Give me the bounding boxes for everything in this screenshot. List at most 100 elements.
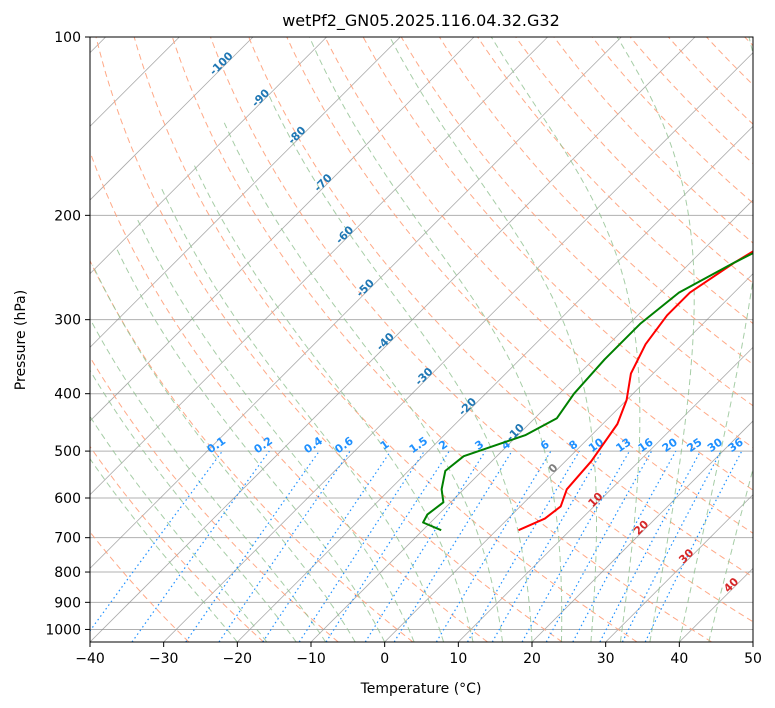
isotherm-line [679,567,753,642]
moist-adiabat-line [115,247,386,642]
mixing-ratio-label: 6 [538,438,552,453]
dry-adiabat-line [515,37,753,284]
x-tick-label: −20 [223,651,253,667]
mixing-ratio-label: 0.4 [302,434,326,456]
y-tick-label: 800 [54,565,81,581]
x-tick-label: −30 [149,651,179,667]
x-tick-label: 0 [380,651,389,667]
dry-adiabat-line [133,37,638,642]
isotherm-line [90,37,548,496]
mixing-ratio-label: 1 [378,438,392,453]
isotherm-line [384,273,753,642]
dry-adiabat-label: -40 [374,330,397,353]
dry-adiabat-line [324,37,753,491]
dry-adiabat-line [95,37,563,642]
dry-adiabat-line [90,259,414,642]
isotherm-line [90,37,254,201]
y-tick-label: 400 [54,387,81,403]
mixing-ratio-line [435,450,552,642]
mixing-ratio-label: 36 [726,435,746,455]
mixing-ratio-line [521,450,631,642]
isotherm-line [90,37,475,422]
isotherm-line [531,420,753,642]
dry-adiabat-line [591,37,753,204]
y-tick-label: 500 [54,444,81,460]
dry-adiabat-label: -100 [207,49,236,78]
dry-adiabat-line [210,37,753,623]
y-tick-label: 300 [54,313,81,329]
moist-adiabat-line [389,37,597,642]
moist-adiabat-line [192,162,474,642]
dewpoint-profile-line [422,252,753,532]
x-tick-label: 50 [744,651,762,667]
moist-adiabat-line [92,264,356,642]
isotherm-line [90,37,622,569]
mixing-ratio-line [185,450,320,642]
dry-adiabat-line [171,37,712,642]
dry-adiabat-label: -30 [412,365,435,388]
y-tick-label: 200 [54,208,81,224]
y-tick-label: 900 [54,595,81,611]
mixing-ratio-label: 13 [613,436,633,455]
x-tick-label: 10 [449,651,467,667]
axes: −40 −30 −20 −10 0 10 20 30 40 5010020030040050060… [45,30,762,667]
dry-adiabat-line [248,37,753,578]
mixing-ratio-label: 8 [567,438,581,453]
moist-adiabat-line [308,37,563,642]
x-tick-label: −10 [296,651,326,667]
moist-adiabat-line [136,218,415,642]
dry-adiabat-label: -60 [333,223,356,246]
x-tick-label: −40 [75,651,105,667]
mixing-ratio-line [393,450,513,642]
mixing-ratio-label: 0.1 [205,434,228,456]
moist-adiabat-line [90,369,297,642]
moist-adiabat-line [678,37,753,642]
mixing-ratio-line [218,450,351,642]
mixing-ratio-line [545,450,653,642]
isotherm-line [237,125,753,642]
mixing-ratio-label: 20 [660,435,680,455]
mixing-ratio-line [644,450,743,642]
y-tick-label: 100 [54,30,81,46]
mixing-ratio-line [572,450,677,642]
dry-adiabat-label: -80 [285,124,308,147]
mixing-ratio-line [325,450,450,642]
dry-adiabat-line [90,356,339,642]
moist-adiabat-line [266,91,533,642]
dry-adiabat-line [744,37,753,47]
mixing-ratio-line [90,450,223,632]
x-axis-label: Temperature (°C) [360,681,482,697]
moist-adiabat-line [708,467,753,642]
plot-area: 0.1 0.2 0.4 0.6 1 1.5 2 3 4 6 8 10 13 16 20 25 30 36-100-… [90,37,753,642]
mixing-ratio-label: 25 [685,435,705,454]
mixing-ratio-line [466,450,580,642]
plot-frame [89,36,754,643]
dry-adiabat-line [400,37,753,407]
isotherm-line [605,494,753,642]
isotherm-line [90,37,401,348]
isotherm-line [458,346,753,642]
dry-adiabat-line [362,37,753,449]
dry-adiabat-line [90,445,264,642]
x-tick-label: 20 [523,651,541,667]
y-tick-label: 700 [54,531,81,547]
mixing-ratio-line [131,450,270,642]
dry-adiabat-line [90,150,488,642]
mixing-ratio-label: 0.2 [252,434,275,456]
dry-adiabat-line [438,37,753,365]
moist-adiabat-label: 30 [676,546,696,566]
moist-adiabat-label: 10 [586,490,606,510]
isotherm-line [163,52,753,642]
moist-adiabat-line [490,37,641,642]
mixing-ratio-line [262,450,392,642]
temperature-profile-line [518,250,753,532]
dry-adiabat-label: -90 [249,86,272,109]
y-axis-label: Pressure (hPa) [13,290,29,390]
y-tick-label: 1000 [45,622,81,638]
mixing-ratio-line [298,450,425,642]
moist-adiabat-line [616,37,695,642]
dry-adiabat-line [629,37,753,165]
x-tick-label: 30 [597,651,615,667]
isotherm-line [90,37,327,275]
